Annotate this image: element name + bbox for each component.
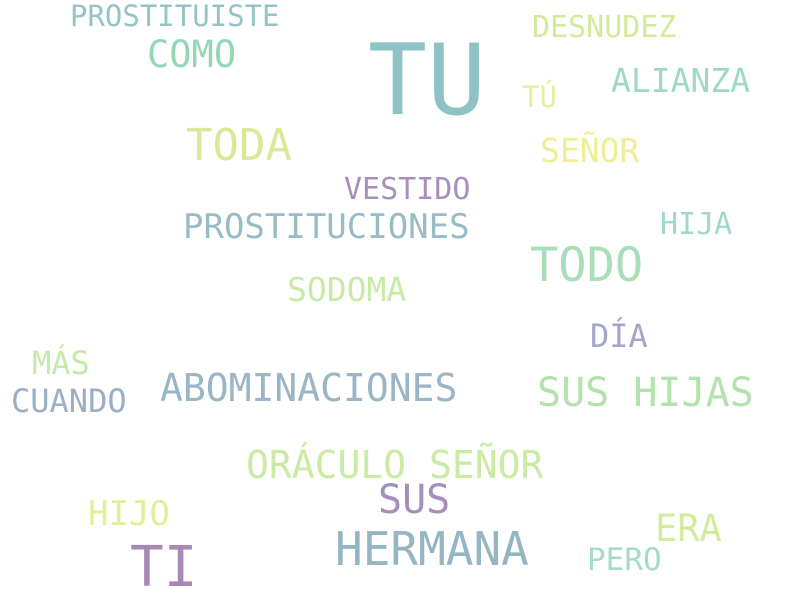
word-16: ABOMINACIONES — [160, 366, 458, 410]
word-23: PERO — [587, 542, 662, 578]
word-13: DÍA — [590, 317, 648, 355]
word-3: DESNUDEZ — [532, 10, 677, 45]
word-9: PROSTITUCIONES — [183, 207, 470, 247]
word-8: VESTIDO — [344, 172, 471, 207]
word-2: COMO — [147, 33, 237, 76]
word-18: ORÁCULO SEÑOR — [246, 443, 544, 487]
word-15: CUANDO — [11, 382, 127, 420]
word-4: ALIANZA — [611, 61, 751, 100]
word-12: SODOMA — [287, 270, 407, 309]
word-1: PROSTITUISTE — [70, 0, 280, 33]
word-17: SUS HIJAS — [537, 370, 754, 416]
word-24: TI — [130, 535, 198, 600]
word-7: SEÑOR — [540, 131, 640, 170]
word-22: ERA — [655, 507, 722, 550]
word-0: TU — [368, 24, 487, 138]
word-5: TÚ — [522, 80, 557, 114]
word-20: HIJO — [88, 494, 170, 534]
word-14: MÁS — [32, 344, 90, 382]
word-10: HIJA — [660, 207, 733, 242]
word-6: TODA — [186, 120, 292, 171]
word-19: SUS — [378, 477, 451, 523]
word-11: TODO — [530, 238, 644, 293]
word-21: HERMANA — [335, 522, 529, 576]
